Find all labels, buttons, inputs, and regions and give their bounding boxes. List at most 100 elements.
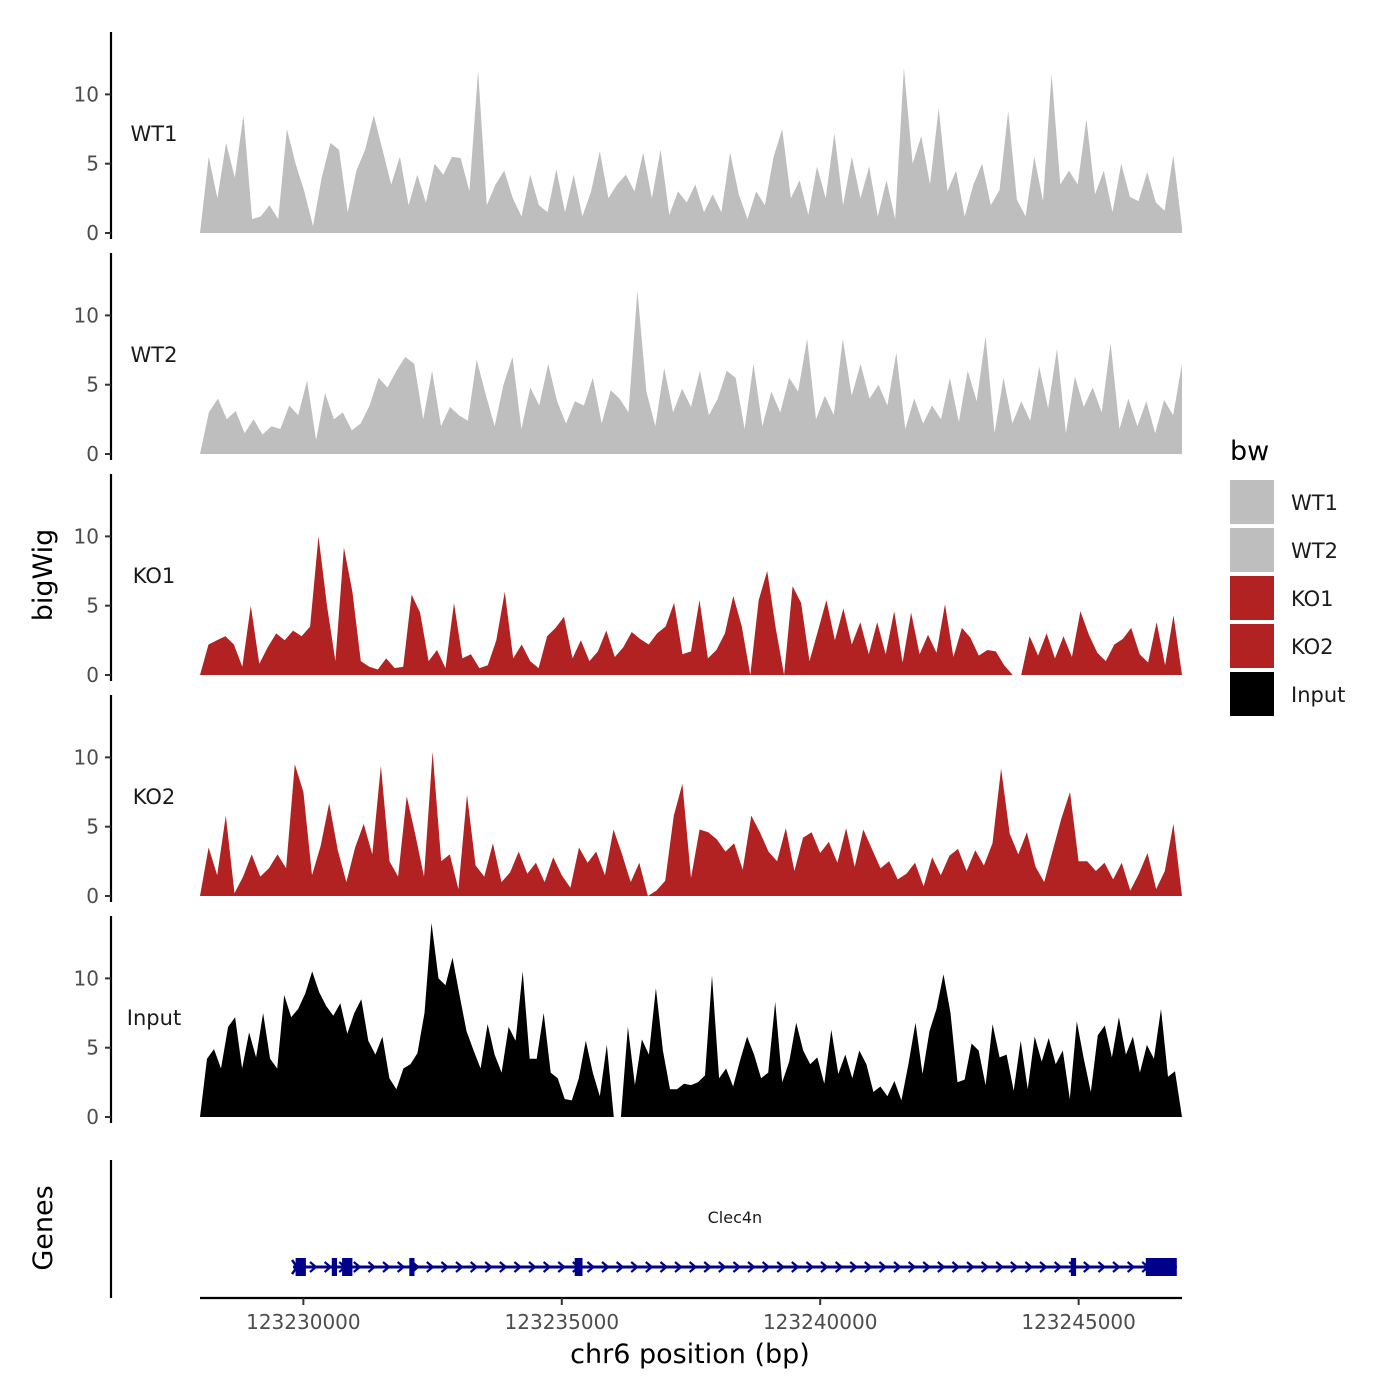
exon (409, 1258, 415, 1276)
y-tick-label: 5 (86, 1036, 99, 1060)
legend-key-ko1 (1230, 576, 1274, 620)
genes-track-title: Genes (28, 1185, 59, 1270)
panel-ko2: 0 5 10 KO2 (74, 695, 1182, 908)
exon (1145, 1258, 1177, 1276)
legend-label-wt2: WT2 (1291, 539, 1338, 563)
strand-chevron (528, 1261, 537, 1273)
y-tick-label: 10 (74, 966, 99, 990)
y-tick-label: 5 (86, 373, 99, 397)
exon (295, 1258, 306, 1276)
strand-chevron (484, 1261, 493, 1273)
strand-chevron (761, 1261, 771, 1273)
strand-chevron (1039, 1261, 1048, 1273)
legend-label-ko2: KO2 (1291, 635, 1334, 659)
strand-chevron (893, 1261, 902, 1273)
strand-chevron (645, 1261, 654, 1273)
exon (1070, 1258, 1077, 1276)
strand-chevron (864, 1261, 873, 1273)
strand-chevron (630, 1261, 639, 1273)
exon (574, 1258, 583, 1276)
strand-chevron (878, 1261, 888, 1273)
y-tick-label: 5 (86, 815, 99, 839)
legend: bw WT1 WT2 KO1 KO2 Input (1230, 436, 1345, 716)
gene-name-label: Clec4n (708, 1208, 763, 1227)
strand-chevron (718, 1261, 727, 1273)
strand-chevron (1112, 1261, 1121, 1273)
strand-chevron (674, 1261, 683, 1273)
strand-chevron (659, 1261, 669, 1273)
area-ko2 (200, 751, 1182, 896)
track-label-ko1: KO1 (133, 564, 176, 588)
area-wt2 (200, 290, 1182, 454)
area-wt1 (200, 68, 1182, 233)
strand-chevron (747, 1261, 756, 1273)
legend-label-input: Input (1291, 683, 1345, 707)
y-tick-label: 5 (86, 152, 99, 176)
strand-chevron (1126, 1261, 1136, 1273)
strand-chevron (820, 1261, 829, 1273)
legend-label-ko1: KO1 (1291, 587, 1334, 611)
panel-ko1: 0 5 10 KO1 (74, 474, 1182, 687)
y-tick-label: 0 (86, 663, 99, 687)
strand-chevron (615, 1261, 625, 1273)
strand-chevron (353, 1261, 362, 1273)
panel-wt1: 0 5 10 WT1 (74, 32, 1182, 245)
strand-chevron (776, 1261, 785, 1273)
track-label-wt2: WT2 (131, 343, 178, 367)
strand-chevron (557, 1261, 566, 1273)
panel-wt2: 0 5 10 WT2 (74, 253, 1182, 466)
legend-title: bw (1230, 436, 1269, 467)
strand-chevron (732, 1261, 742, 1273)
panel-input: 0 5 10 Input (74, 916, 1182, 1129)
strand-chevron (323, 1261, 333, 1273)
strand-chevron (586, 1261, 596, 1273)
x-axis-title: chr6 position (bp) (570, 1339, 810, 1370)
strand-chevron (907, 1261, 917, 1273)
y-tick-label: 0 (86, 884, 99, 908)
area-ko1 (200, 536, 1182, 675)
gene-track-panel: Clec4n (109, 1160, 1177, 1298)
x-tick-label: 123230000 (246, 1310, 361, 1334)
strand-chevron (426, 1261, 435, 1273)
track-label-ko2: KO2 (133, 785, 176, 809)
strand-chevron (688, 1261, 698, 1273)
legend-key-wt2 (1230, 528, 1274, 572)
strand-chevron (1024, 1261, 1034, 1273)
x-axis: 123230000 123235000 123240000 123245000 (200, 1296, 1182, 1334)
strand-chevron (805, 1261, 815, 1273)
strand-chevron (1083, 1261, 1092, 1273)
y-tick-label: 0 (86, 442, 99, 466)
strand-chevron (499, 1261, 508, 1273)
strand-chevron (849, 1261, 858, 1273)
strand-chevron (980, 1261, 990, 1273)
strand-chevron (1053, 1261, 1063, 1273)
y-tick-label: 5 (86, 594, 99, 618)
strand-chevron (834, 1261, 844, 1273)
strand-chevron (703, 1261, 712, 1273)
y-tick-label: 10 (74, 82, 99, 106)
strand-chevron (382, 1261, 391, 1273)
x-tick-label: 123235000 (505, 1310, 620, 1334)
strand-chevron (367, 1261, 377, 1273)
strand-chevron (951, 1261, 961, 1273)
x-tick-label: 123245000 (1021, 1310, 1136, 1334)
strand-chevron (937, 1261, 946, 1273)
exon (331, 1258, 337, 1276)
y-tick-label: 10 (74, 303, 99, 327)
y-axis-title: bigWig (28, 529, 59, 622)
strand-chevron (1097, 1261, 1107, 1273)
strand-chevron (469, 1261, 479, 1273)
strand-chevron (966, 1261, 975, 1273)
track-label-input: Input (127, 1006, 181, 1030)
strand-chevron (309, 1261, 318, 1273)
strand-chevron (513, 1261, 523, 1273)
bigwig-panels: 0 5 10 WT1 0 5 10 WT2 0 5 10 KO1 0 5 10 KO2 0 5 10 Input (74, 32, 1182, 1129)
y-tick-label: 0 (86, 221, 99, 245)
x-tick-label: 123240000 (763, 1310, 878, 1334)
strand-chevron (396, 1261, 406, 1273)
y-tick-label: 10 (74, 745, 99, 769)
y-tick-label: 10 (74, 524, 99, 548)
exon (342, 1258, 353, 1276)
strand-chevron (922, 1261, 931, 1273)
